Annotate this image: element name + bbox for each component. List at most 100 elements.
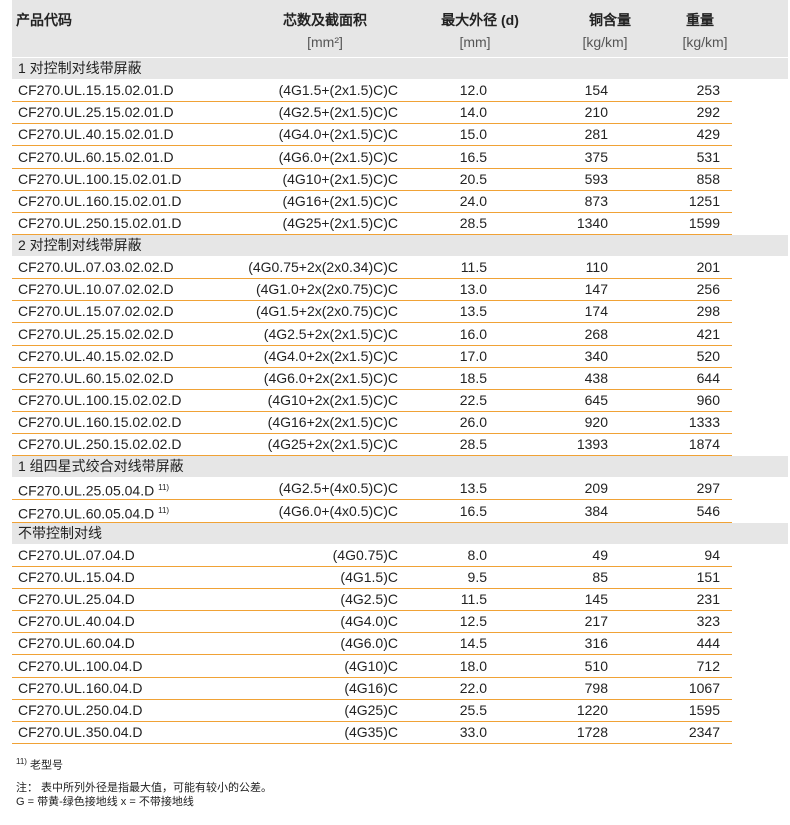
code-text: CF270.UL.100.15.02.02.D	[18, 391, 182, 408]
note-mark: 11)	[158, 483, 170, 493]
cell-diameter: 11.5	[460, 591, 487, 608]
cell-copper: 210	[584, 104, 608, 121]
cell-weight: 292	[696, 104, 720, 121]
cell-weight: 531	[696, 148, 720, 165]
data-row	[12, 501, 732, 523]
cell-weight: 1599	[688, 214, 720, 231]
cell-diameter: 16.5	[459, 502, 487, 519]
data-row	[12, 656, 732, 678]
cell-copper: 593	[584, 170, 608, 187]
cell-weight: 2347	[688, 723, 720, 740]
cell-cores: (4G2.5+(2x1.5)C)C	[278, 104, 398, 121]
code-text: CF270.UL.160.15.02.02.D	[18, 414, 182, 431]
code-text: CF270.UL.40.04.D	[18, 613, 135, 630]
cell-diameter: 22.5	[459, 391, 487, 408]
product-code: CF270.UL.25.15.02.02.D	[18, 323, 174, 345]
code-text: CF270.UL.07.04.D	[18, 546, 135, 563]
cell-cores: (4G6.0)C	[340, 635, 398, 652]
cell-weight: 1067	[688, 679, 720, 696]
product-code: CF270.UL.25.05.04.D 11)	[18, 477, 169, 502]
cell-cores: (4G4.0+(2x1.5)C)C	[278, 126, 398, 143]
cell-copper: 384	[584, 502, 608, 519]
cell-copper: 110	[585, 259, 608, 276]
cell-weight: 444	[696, 635, 720, 652]
cell-cores: (4G2.5+(4x0.5)C)C	[278, 480, 398, 497]
cell-weight: 253	[696, 82, 720, 99]
data-row	[12, 633, 732, 656]
cell-diameter: 15.0	[459, 126, 487, 143]
cell-diameter: 14.0	[459, 104, 487, 121]
cell-copper: 340	[584, 347, 608, 364]
data-row	[12, 478, 732, 501]
code-text: CF270.UL.100.04.D	[18, 657, 143, 674]
cell-cores: (4G4.0+2x(2x1.5)C)C	[263, 347, 398, 364]
cell-copper: 85	[592, 568, 608, 585]
cell-cores: (4G35)C	[344, 723, 398, 740]
cell-diameter: 24.0	[459, 192, 487, 209]
cell-cores: (4G16+2x(2x1.5)C)C	[267, 414, 398, 431]
cell-copper: 49	[592, 546, 608, 563]
cell-cores: (4G2.5)C	[340, 591, 398, 608]
cell-diameter: 28.5	[459, 214, 487, 231]
code-text: CF270.UL.15.15.02.01.D	[18, 82, 174, 99]
data-row	[12, 678, 732, 700]
code-text: CF270.UL.250.15.02.01.D	[18, 214, 182, 231]
cell-diameter: 11.5	[460, 259, 487, 276]
code-text: CF270.UL.40.15.02.01.D	[18, 126, 174, 143]
product-code: CF270.UL.07.04.D	[18, 544, 135, 566]
code-text: CF270.UL.60.15.02.02.D	[18, 369, 174, 386]
cell-diameter: 25.5	[459, 701, 487, 718]
cell-copper: 798	[584, 679, 608, 696]
cell-diameter: 18.5	[459, 369, 487, 386]
cell-copper: 1393	[576, 436, 608, 453]
header-background	[12, 0, 788, 57]
product-code: CF270.UL.40.04.D	[18, 610, 135, 632]
cell-weight: 94	[704, 546, 720, 563]
product-code: CF270.UL.25.15.02.01.D	[18, 101, 174, 123]
product-code: CF270.UL.160.15.02.01.D	[18, 190, 181, 212]
data-row	[12, 700, 732, 722]
cell-diameter: 13.5	[459, 303, 487, 320]
cell-diameter: 26.0	[459, 414, 487, 431]
cell-cores: (4G2.5+2x(2x1.5)C)C	[263, 325, 398, 342]
cell-cores: (4G0.75)C	[332, 546, 398, 563]
cell-cores: (4G6.0+2x(2x1.5)C)C	[263, 369, 398, 386]
cell-copper: 147	[584, 281, 608, 298]
cell-copper: 1728	[576, 723, 608, 740]
note-mark: 11)	[158, 505, 170, 515]
data-row	[12, 567, 732, 589]
cell-weight: 151	[696, 568, 720, 585]
cell-weight: 256	[696, 281, 720, 298]
data-row	[12, 124, 732, 147]
cell-copper: 217	[584, 613, 608, 630]
product-code: CF270.UL.25.04.D	[18, 588, 135, 610]
cell-weight: 858	[696, 170, 720, 187]
data-row	[12, 545, 732, 567]
cell-copper: 873	[584, 192, 608, 209]
product-code: CF270.UL.100.04.D	[18, 655, 143, 677]
cell-weight: 1595	[688, 701, 720, 718]
cell-diameter: 14.5	[459, 635, 487, 652]
cell-cores: (4G10)C	[344, 657, 398, 674]
data-row	[12, 722, 732, 744]
cell-diameter: 13.0	[459, 281, 487, 298]
cell-copper: 1340	[576, 214, 608, 231]
product-code: CF270.UL.10.07.02.02.D	[18, 278, 174, 300]
product-code: CF270.UL.250.15.02.01.D	[18, 212, 181, 234]
cell-cores: (4G25+(2x1.5)C)C	[282, 214, 398, 231]
code-text: CF270.UL.60.15.02.01.D	[18, 148, 174, 165]
data-row	[12, 80, 732, 103]
cell-copper: 174	[584, 303, 608, 320]
product-code: CF270.UL.250.04.D	[18, 699, 143, 721]
cell-cores: (4G1.5+(2x1.5)C)C	[278, 82, 398, 99]
cell-cores: (4G0.75+2x(2x0.34)C)C	[248, 259, 398, 276]
product-code: CF270.UL.07.03.02.02.D	[18, 256, 174, 278]
code-text: CF270.UL.160.15.02.01.D	[18, 192, 182, 209]
product-code: CF270.UL.350.04.D	[18, 721, 143, 743]
cell-cores: (4G1.5)C	[340, 568, 398, 585]
code-text: CF270.UL.15.04.D	[18, 568, 135, 585]
cell-copper: 1220	[576, 701, 608, 718]
data-row	[12, 611, 732, 634]
product-code: CF270.UL.15.04.D	[18, 566, 135, 588]
product-code: CF270.UL.15.15.02.01.D	[18, 79, 174, 101]
